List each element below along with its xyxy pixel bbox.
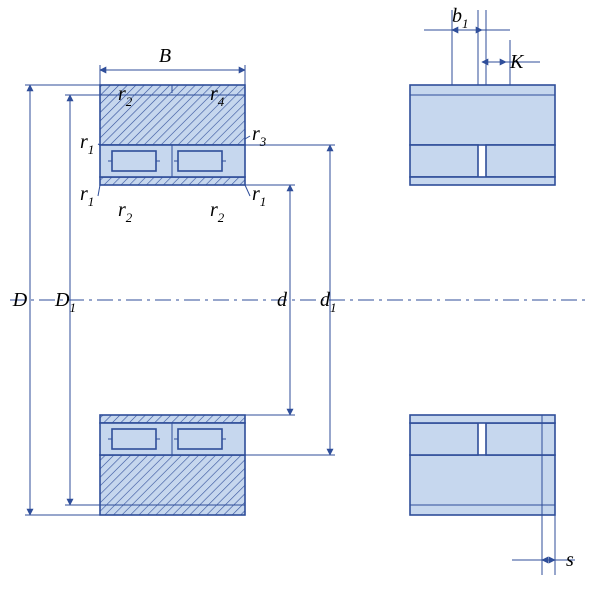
svg-text:D: D bbox=[12, 289, 28, 311]
svg-text:d1: d1 bbox=[320, 289, 337, 315]
svg-text:D1: D1 bbox=[54, 289, 76, 315]
svg-text:B: B bbox=[159, 45, 171, 67]
svg-text:b1: b1 bbox=[452, 5, 469, 31]
right-side-view bbox=[410, 10, 555, 575]
svg-text:r1: r1 bbox=[252, 183, 266, 209]
svg-text:K: K bbox=[509, 51, 525, 73]
svg-text:s: s bbox=[566, 549, 574, 571]
svg-text:r1: r1 bbox=[80, 131, 94, 157]
svg-text:r2: r2 bbox=[210, 199, 225, 225]
svg-text:d: d bbox=[277, 289, 288, 311]
svg-text:r1: r1 bbox=[80, 183, 94, 209]
svg-text:r2: r2 bbox=[118, 199, 133, 225]
